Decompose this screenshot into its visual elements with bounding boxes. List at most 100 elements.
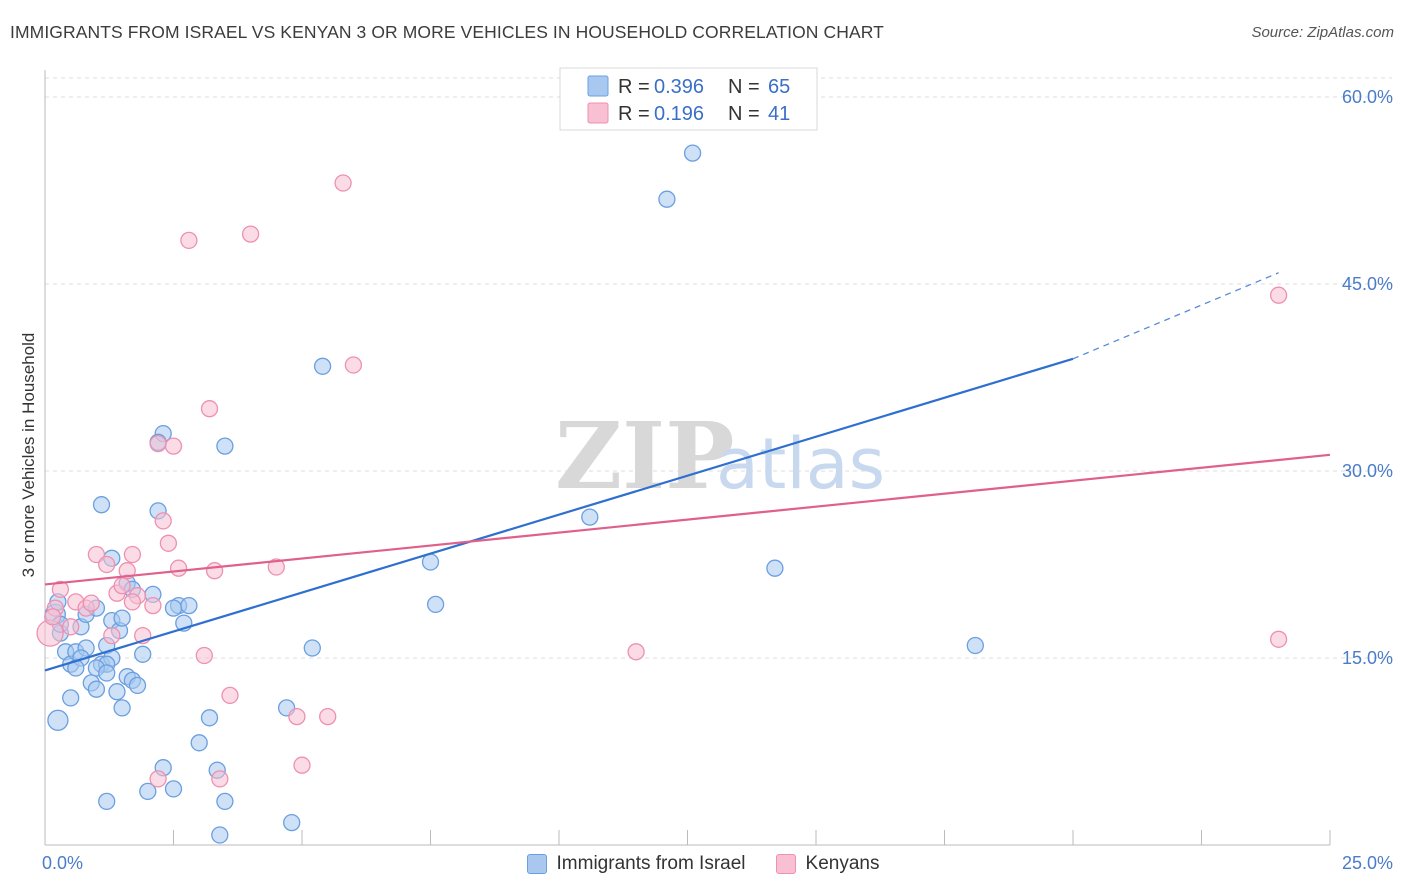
point-kenyans (123, 545, 142, 564)
bottom-legend: Immigrants from Israel Kenyans (0, 848, 1406, 880)
point-kenyans (164, 437, 183, 455)
point-israel (180, 596, 198, 615)
point-israel (92, 496, 111, 514)
point-kenyans (87, 545, 106, 564)
point-israel (313, 357, 332, 375)
point-israel (200, 709, 219, 727)
point-israel (134, 645, 152, 663)
legend-n-label: N = (728, 76, 760, 98)
top-legend: R = 0.396 N = 65 R = 0.196 N = 41 (559, 67, 818, 131)
point-israel (98, 664, 116, 682)
point-kenyans (319, 707, 337, 726)
point-kenyans (1269, 286, 1288, 304)
legend-n-label: N = (728, 103, 760, 125)
legend-swatch-israel (526, 854, 547, 874)
point-israel (190, 734, 208, 752)
legend-r-value: 0.196 (654, 103, 704, 125)
axes: 15.0% 30.0% 45.0% 60.0% 0.0% 25.0% (42, 70, 1393, 873)
legend-label-kenyans: Kenyans (805, 853, 880, 874)
point-kenyans (62, 618, 80, 636)
legend-swatch-israel-top (587, 75, 609, 97)
point-kenyans (1269, 630, 1288, 648)
chart-title: IMMIGRANTS FROM ISRAEL VS KENYAN 3 OR MO… (10, 22, 884, 42)
trendline-israel (44, 357, 1074, 672)
point-israel (113, 609, 131, 627)
point-kenyans (82, 594, 100, 612)
point-israel (216, 437, 234, 455)
point-israel (216, 792, 234, 811)
legend-n-value: 41 (768, 103, 790, 125)
point-israel (113, 699, 131, 717)
point-israel (303, 639, 321, 657)
x-tick-label-min: 0.0% (42, 853, 83, 873)
legend-swatch-kenyans-top (587, 102, 609, 124)
point-israel (47, 709, 69, 731)
point-kenyans (221, 686, 239, 705)
legend-item-israel: Immigrants from Israel (526, 853, 746, 875)
point-israel (658, 190, 676, 208)
point-kenyans (344, 356, 363, 374)
watermark-zip: ZIP (555, 402, 734, 510)
point-kenyans (149, 434, 167, 453)
point-kenyans (627, 643, 645, 661)
legend-item-kenyans: Kenyans (775, 853, 880, 875)
gridlines (45, 77, 1392, 659)
data-points (36, 144, 1288, 844)
y-tick-label: 30.0% (1342, 461, 1393, 481)
legend-r-value: 0.396 (654, 76, 704, 98)
point-kenyans (51, 580, 70, 599)
legend-label-israel: Immigrants from Israel (556, 853, 746, 874)
legend-r-label: R = (618, 76, 650, 98)
point-kenyans (149, 770, 167, 788)
point-israel (128, 676, 147, 695)
point-kenyans (180, 231, 198, 250)
point-kenyans (44, 608, 62, 626)
point-israel (164, 599, 183, 617)
point-israel (62, 689, 80, 707)
point-kenyans (334, 174, 352, 192)
point-israel (966, 636, 984, 655)
trendline-israel-extension (1072, 272, 1279, 360)
point-israel (581, 508, 599, 526)
point-israel (283, 813, 301, 832)
point-kenyans (103, 626, 121, 645)
y-tick-label: 15.0% (1342, 648, 1393, 668)
y-axis-title: 3 or more Vehicles in Household (19, 333, 38, 578)
point-israel (683, 144, 702, 162)
legend-swatch-kenyans (775, 854, 796, 874)
point-israel (87, 680, 106, 698)
point-kenyans (169, 559, 188, 577)
trendlines (44, 272, 1331, 672)
point-kenyans (98, 555, 116, 574)
point-israel (98, 792, 116, 811)
x-tick-label-max: 25.0% (1342, 853, 1393, 873)
watermark-atlas: atlas (716, 423, 885, 505)
point-kenyans (195, 646, 213, 665)
point-kenyans (154, 512, 172, 530)
point-israel (108, 683, 126, 701)
legend-r-label: R = (618, 103, 650, 125)
point-kenyans (200, 400, 219, 418)
point-kenyans (205, 562, 224, 580)
point-kenyans (113, 577, 131, 595)
trendline-kenyans (44, 453, 1331, 586)
point-israel (766, 559, 784, 577)
point-israel (139, 782, 157, 801)
point-kenyans (159, 534, 178, 552)
point-israel (426, 595, 445, 614)
point-kenyans (211, 770, 229, 788)
y-tick-label: 45.0% (1342, 274, 1393, 294)
point-kenyans (293, 756, 311, 774)
legend-n-value: 65 (768, 76, 790, 98)
point-kenyans (144, 596, 162, 615)
point-israel (164, 780, 183, 798)
point-kenyans (267, 558, 285, 576)
chart-source: Source: ZipAtlas.com (1251, 24, 1394, 41)
point-kenyans (123, 593, 142, 611)
point-israel (211, 826, 229, 844)
point-kenyans (288, 707, 306, 726)
point-kenyans (241, 225, 260, 243)
y-tick-label: 60.0% (1342, 87, 1393, 107)
